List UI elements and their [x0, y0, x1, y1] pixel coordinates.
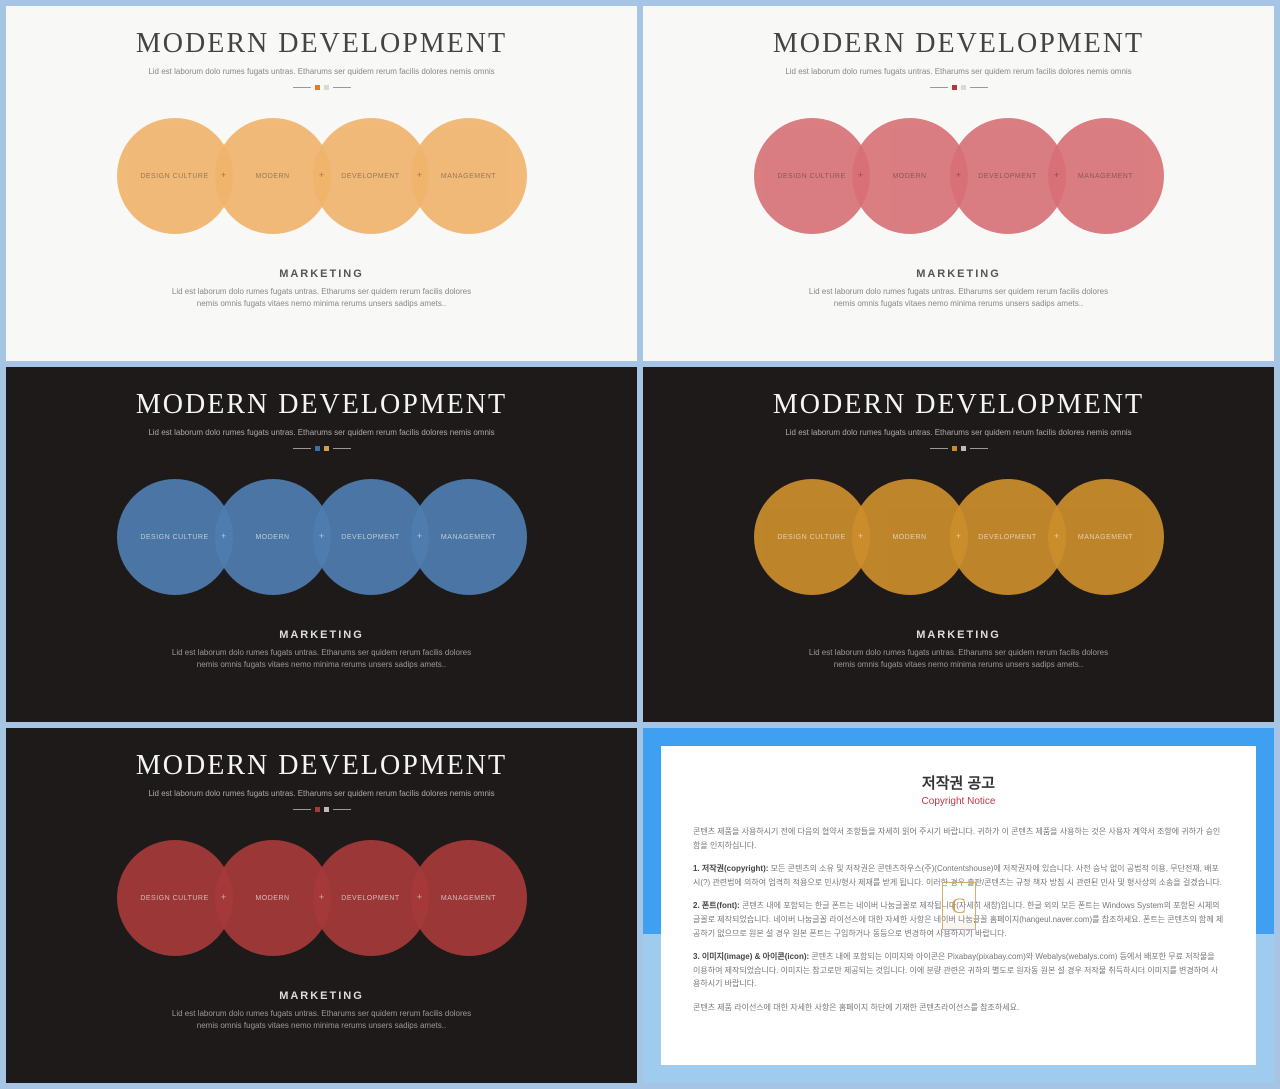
- plus-icon: +: [219, 892, 229, 902]
- section-title: MARKETING: [279, 268, 364, 280]
- plus-icon: +: [317, 170, 327, 180]
- copyright-subtitle: Copyright Notice: [693, 796, 1224, 807]
- slide-3: MODERN DEVELOPMENT Lid est laborum dolo …: [6, 367, 637, 722]
- circle-row: DESIGN CULTURE MODERN DEVELOPMENT MANAGE…: [117, 118, 527, 238]
- slide-subtitle: Lid est laborum dolo rumes fugats untras…: [148, 788, 494, 799]
- slide-1: MODERN DEVELOPMENT Lid est laborum dolo …: [6, 6, 637, 361]
- circle-row: DESIGN CULTURE MODERN DEVELOPMENT MANAGE…: [754, 118, 1164, 238]
- slide-title: MODERN DEVELOPMENT: [136, 750, 507, 782]
- slide-title: MODERN DEVELOPMENT: [136, 28, 507, 60]
- slide-grid: MODERN DEVELOPMENT Lid est laborum dolo …: [6, 6, 1274, 1083]
- plus-icon: +: [954, 170, 964, 180]
- section-title: MARKETING: [916, 629, 1001, 641]
- accent-sq-2: [324, 85, 329, 90]
- plus-icon: +: [1052, 531, 1062, 541]
- section-body: Lid est laborum dolo rumes fugats untras…: [809, 647, 1109, 671]
- slide-title: MODERN DEVELOPMENT: [773, 389, 1144, 421]
- copyright-body: 콘텐츠 제품을 사용하시기 전에 다음의 협약서 조항들을 자세히 읽어 주시기…: [693, 825, 1224, 1015]
- ornament: [930, 85, 988, 90]
- plus-icon: +: [219, 170, 229, 180]
- copyright-p1: 1. 저작권(copyright): 모든 콘텐츠의 소유 및 저작권은 콘텐츠…: [693, 862, 1224, 889]
- plus-icon: +: [1052, 170, 1062, 180]
- accent-sq-2: [961, 85, 966, 90]
- ornament: [293, 85, 351, 90]
- plus-icon: +: [317, 892, 327, 902]
- section-body: Lid est laborum dolo rumes fugats untras…: [172, 647, 472, 671]
- circle-4: MANAGEMENT: [411, 118, 527, 234]
- slide-subtitle: Lid est laborum dolo rumes fugats untras…: [148, 66, 494, 77]
- plus-icon: +: [415, 170, 425, 180]
- circle-row: DESIGN CULTURE MODERN DEVELOPMENT MANAGE…: [754, 479, 1164, 599]
- circle-row: DESIGN CULTURE MODERN DEVELOPMENT MANAGE…: [117, 840, 527, 960]
- accent-sq-1: [952, 446, 957, 451]
- slide-title: MODERN DEVELOPMENT: [773, 28, 1144, 60]
- copyright-footer: 콘텐츠 제품 라이선스에 대한 자세한 사항은 홈페이지 하단에 기재한 콘텐츠…: [693, 1001, 1224, 1015]
- circle-row: DESIGN CULTURE MODERN DEVELOPMENT MANAGE…: [117, 479, 527, 599]
- ornament: [293, 807, 351, 812]
- plus-icon: +: [856, 531, 866, 541]
- plus-icon: +: [954, 531, 964, 541]
- section-body: Lid est laborum dolo rumes fugats untras…: [809, 286, 1109, 310]
- slide-subtitle: Lid est laborum dolo rumes fugats untras…: [785, 66, 1131, 77]
- plus-icon: +: [415, 892, 425, 902]
- section-title: MARKETING: [279, 990, 364, 1002]
- slide-4: MODERN DEVELOPMENT Lid est laborum dolo …: [643, 367, 1274, 722]
- slide-2: MODERN DEVELOPMENT Lid est laborum dolo …: [643, 6, 1274, 361]
- slide-5: MODERN DEVELOPMENT Lid est laborum dolo …: [6, 728, 637, 1083]
- copyright-p3: 3. 이미지(image) & 아이콘(icon): 콘텐츠 내에 포함되는 이…: [693, 950, 1224, 991]
- circle-4: MANAGEMENT: [411, 840, 527, 956]
- plus-icon: +: [856, 170, 866, 180]
- section-title: MARKETING: [916, 268, 1001, 280]
- slide-6-copyright: 저작권 공고 Copyright Notice 콘텐츠 제품을 사용하시기 전에…: [643, 728, 1274, 1083]
- circle-4: MANAGEMENT: [1048, 118, 1164, 234]
- ornament: [930, 446, 988, 451]
- accent-sq-2: [324, 446, 329, 451]
- accent-sq-1: [315, 807, 320, 812]
- plus-icon: +: [219, 531, 229, 541]
- accent-sq-2: [324, 807, 329, 812]
- slide-title: MODERN DEVELOPMENT: [136, 389, 507, 421]
- accent-sq-2: [961, 446, 966, 451]
- accent-sq-1: [315, 446, 320, 451]
- section-body: Lid est laborum dolo rumes fugats untras…: [172, 286, 472, 310]
- accent-sq-1: [952, 85, 957, 90]
- ornament: [293, 446, 351, 451]
- section-body: Lid est laborum dolo rumes fugats untras…: [172, 1008, 472, 1032]
- circle-4: MANAGEMENT: [411, 479, 527, 595]
- copyright-intro: 콘텐츠 제품을 사용하시기 전에 다음의 협약서 조항들을 자세히 읽어 주시기…: [693, 825, 1224, 852]
- slide-subtitle: Lid est laborum dolo rumes fugats untras…: [785, 427, 1131, 438]
- circle-4: MANAGEMENT: [1048, 479, 1164, 595]
- plus-icon: +: [317, 531, 327, 541]
- plus-icon: +: [415, 531, 425, 541]
- section-title: MARKETING: [279, 629, 364, 641]
- copyright-card: 저작권 공고 Copyright Notice 콘텐츠 제품을 사용하시기 전에…: [661, 746, 1256, 1065]
- copyright-p2: 2. 폰트(font): 콘텐츠 내에 포함되는 한글 폰트는 네이버 나눔글꼴…: [693, 899, 1224, 940]
- slide-subtitle: Lid est laborum dolo rumes fugats untras…: [148, 427, 494, 438]
- accent-sq-1: [315, 85, 320, 90]
- copyright-title: 저작권 공고: [693, 772, 1224, 793]
